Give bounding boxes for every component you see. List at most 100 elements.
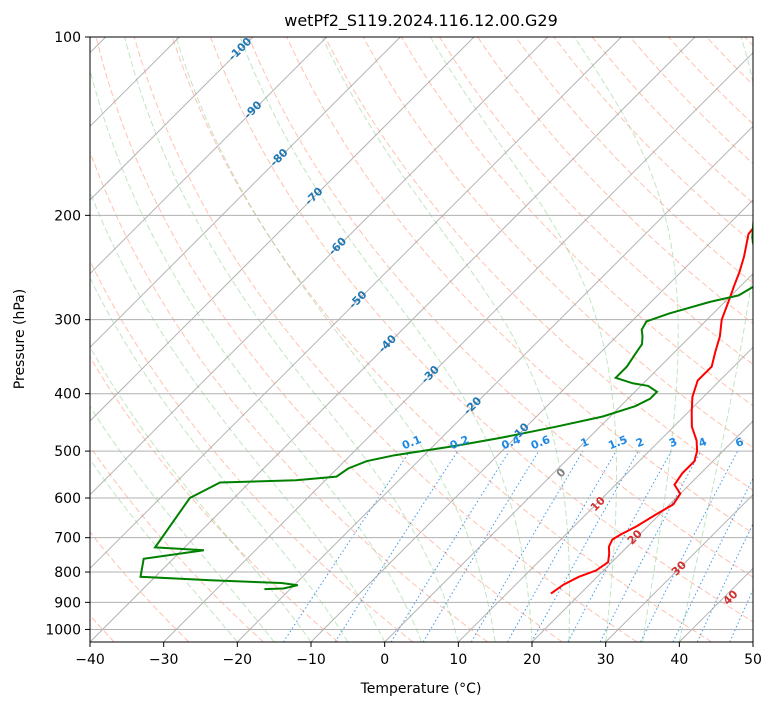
x-axis-ticks: −40 −30 −20 −10 0 10 20 30 40 50: [75, 642, 762, 668]
isotherm-line: [384, 272, 753, 642]
moist-adiabat-label: 40: [721, 587, 741, 607]
dry-adiabat-line: [668, 37, 753, 125]
dry-adiabat-line: [90, 150, 488, 642]
mixing-ratio-label: 0.1: [400, 433, 423, 452]
mixing-ratio-label: 1.5: [606, 433, 629, 452]
isotherm-line: [605, 493, 753, 642]
y-tick-label: 500: [54, 444, 81, 460]
moist-adiabat-line: [90, 276, 349, 642]
line-labels: -100-90-80-70-60-50-40-30-20-100.1 0.2 0.4…: [226, 37, 775, 608]
profile-lines: [139, 220, 753, 595]
y-tick-label: 700: [54, 531, 81, 547]
dry-adiabat-line: [133, 37, 638, 642]
moist-adiabat-line: [124, 37, 459, 642]
dry-adiabat-line: [210, 37, 753, 623]
mixing-ratio-label: 6: [733, 435, 745, 450]
mixing-ratio-line: [470, 450, 584, 642]
isotherm-line: [90, 37, 475, 422]
y-tick-label: 100: [54, 30, 81, 46]
dry-adiabat-line: [438, 37, 753, 366]
mixing-ratio-line: [640, 450, 739, 642]
mixing-ratio-line: [672, 477, 753, 642]
moist-adiabat-label: 0: [554, 465, 569, 480]
dry-adiabat-line: [591, 37, 753, 204]
mixing-ratio-line: [422, 450, 540, 642]
plot-frame: [89, 36, 754, 643]
mixing-ratio-label: 8: [763, 435, 775, 450]
temperature-profile-line: [550, 226, 753, 595]
dry-adiabat-line: [90, 259, 414, 642]
moist-adiabat-line: [90, 190, 386, 642]
mixing-ratio-line: [696, 522, 753, 642]
mixing-ratio-line: [390, 450, 510, 642]
moist-adiabat-line: [175, 37, 496, 642]
isotherm-line: [678, 567, 753, 642]
x-tick-label: 10: [449, 652, 467, 668]
moist-adiabat-line: [90, 405, 275, 642]
mixing-ratio-line: [754, 451, 775, 642]
mixing-ratio-label: 3: [667, 435, 679, 450]
moist-adiabat-line: [90, 346, 312, 642]
y-tick-label: 400: [54, 387, 81, 403]
y-tick-label: 200: [54, 208, 81, 224]
moist-adiabat-line: [90, 458, 238, 642]
isotherm-line: [163, 51, 753, 642]
isotherm-line: [752, 641, 753, 642]
isotherm-line: [90, 37, 696, 642]
dry-adiabat-line: [90, 356, 339, 642]
isotherm-line: [457, 346, 753, 642]
x-tick-label: −30: [149, 652, 179, 668]
mixing-ratio-line: [531, 450, 639, 642]
pressure-gridlines: [90, 37, 753, 630]
isotherm-line: [310, 199, 753, 642]
x-tick-label: 30: [597, 652, 615, 668]
isotherm-line: [90, 37, 549, 496]
mixing-ratio-label: 2: [634, 435, 646, 450]
mixing-ratio-line: [334, 450, 459, 642]
moist-adiabat-line: [321, 37, 571, 642]
x-tick-label: 0: [380, 652, 389, 668]
x-tick-label: 40: [670, 652, 688, 668]
y-tick-label: 1000: [45, 622, 81, 638]
dry-adiabat-line: [90, 445, 264, 642]
dry-adiabat-line: [95, 37, 563, 642]
background-lines: [90, 37, 775, 642]
moist-adiabat-line: [90, 67, 422, 642]
moist-adiabat-line: [429, 37, 617, 642]
moist-adiabat-line: [573, 37, 679, 642]
mixing-ratio-line: [507, 450, 617, 642]
isotherm-line: [90, 37, 328, 275]
mixing-ratio-line: [282, 450, 411, 642]
x-tick-label: −40: [75, 652, 105, 668]
dry-adiabat-line: [515, 37, 753, 284]
dry-adiabat-line: [744, 37, 753, 47]
y-tick-label: 300: [54, 313, 81, 329]
x-tick-label: −10: [296, 652, 326, 668]
y-tick-label: 800: [54, 565, 81, 581]
x-tick-label: 50: [744, 652, 762, 668]
dry-adiabat-line: [90, 531, 190, 642]
dry-adiabat-line: [248, 37, 753, 578]
mixing-ratio-label: 0.6: [529, 433, 552, 452]
y-axis-ticks: 1000 900 800 700 600 500 400 300 200 100: [45, 30, 90, 638]
dry-adiabat-line: [400, 37, 753, 407]
x-axis-label: Temperature (°C): [360, 681, 482, 697]
dewpoint-profile-line: [139, 220, 753, 591]
x-tick-label: 20: [523, 652, 541, 668]
y-tick-label: 600: [54, 491, 81, 507]
mixing-ratio-label: 0.2: [448, 433, 471, 452]
x-tick-label: −20: [223, 652, 253, 668]
isotherm-line: [531, 420, 753, 642]
isotherm-line: [90, 37, 622, 570]
isotherm-line: [236, 125, 753, 642]
isotherm-line: [90, 37, 254, 201]
mixing-ratio-line: [567, 450, 672, 642]
moist-adiabat-line: [239, 37, 533, 642]
y-axis-label: Pressure (hPa): [12, 289, 28, 389]
mixing-ratio-label: 4: [697, 435, 709, 450]
moist-adiabat-line: [678, 37, 753, 642]
mixing-ratio-label: 1: [579, 435, 591, 450]
isotherm-line: [90, 37, 401, 349]
y-tick-label: 900: [54, 595, 81, 611]
